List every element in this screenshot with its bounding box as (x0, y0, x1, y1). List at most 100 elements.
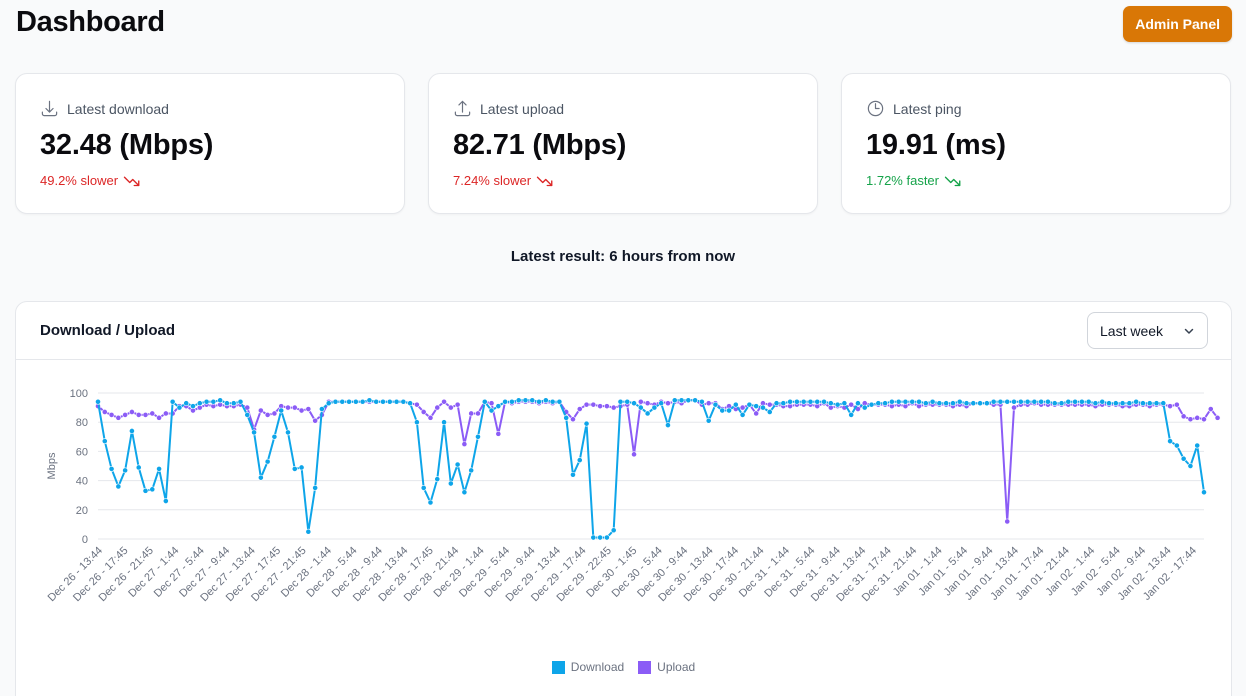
data-point-download (542, 397, 549, 404)
y-tick-label: 0 (82, 534, 88, 546)
data-point-download (149, 486, 156, 493)
data-point-upload (447, 404, 454, 411)
data-point-download (1092, 400, 1099, 407)
data-point-download (943, 400, 950, 407)
data-point-download (101, 438, 108, 445)
data-point-download (950, 400, 956, 407)
data-point-upload (468, 410, 475, 417)
data-point-download (441, 419, 447, 426)
legend-item-upload[interactable]: Upload (638, 660, 695, 674)
data-point-download (563, 414, 570, 421)
data-point-download (162, 498, 169, 504)
data-point-download (732, 401, 739, 408)
data-point-download (1167, 438, 1173, 445)
data-point-download (481, 398, 488, 405)
data-point-download (637, 404, 644, 411)
data-point-download (841, 400, 848, 407)
upload-icon (454, 100, 471, 117)
data-point-download (1173, 442, 1180, 449)
data-point-download (617, 398, 624, 405)
data-point-download (766, 409, 773, 415)
data-point-upload (597, 403, 604, 410)
data-point-download (1072, 398, 1078, 405)
stat-label: Latest ping (893, 100, 962, 117)
data-point-download (1011, 398, 1017, 405)
y-tick-label: 20 (76, 505, 88, 517)
legend-item-download[interactable]: Download (551, 660, 624, 674)
data-point-download (807, 398, 814, 405)
data-point-download (475, 433, 481, 440)
data-point-download (583, 420, 590, 427)
data-point-download (909, 398, 916, 405)
latest-result-text: Latest result: 6 hours from now (510, 248, 736, 265)
data-point-download (495, 403, 502, 410)
data-point-download (210, 398, 217, 405)
series-line-download (97, 399, 1205, 539)
data-point-download (468, 467, 475, 474)
data-point-download (651, 404, 658, 411)
data-point-download (135, 464, 142, 471)
trend-down-icon (944, 176, 961, 186)
data-point-upload (766, 401, 773, 408)
data-point-download (848, 412, 855, 418)
data-point-download (671, 397, 678, 404)
data-point-download (902, 398, 909, 405)
data-point-upload (149, 410, 156, 417)
data-point-upload (142, 412, 149, 418)
data-point-download (1133, 398, 1140, 405)
data-point-upload (305, 406, 312, 412)
data-point-download (305, 528, 312, 535)
data-point-download (298, 464, 305, 471)
admin-panel-button[interactable]: Admin Panel (1123, 6, 1232, 42)
data-point-download (95, 398, 101, 405)
data-point-download (644, 410, 651, 417)
data-point-upload (1180, 413, 1187, 420)
data-point-download (631, 400, 637, 407)
data-point-upload (257, 407, 264, 414)
page-title: Dashboard (16, 6, 165, 38)
data-point-download (1112, 400, 1119, 407)
data-point-download (190, 403, 196, 410)
data-point-download (1153, 400, 1160, 407)
stat-value: 19.91 (ms) (866, 129, 1006, 161)
data-point-download (698, 398, 705, 405)
data-point-download (325, 400, 332, 407)
data-point-upload (420, 409, 427, 415)
data-point-upload (298, 407, 305, 414)
data-point-upload (162, 410, 169, 417)
data-point-upload (264, 412, 271, 418)
data-point-upload (1201, 416, 1207, 423)
stat-card-upload: Latest upload 82.71 (Mbps) 7.24% slower (428, 73, 818, 214)
stat-change: 49.2% slower (40, 173, 141, 188)
data-point-download (685, 397, 692, 404)
data-point-download (1201, 489, 1207, 496)
data-point-download (760, 404, 766, 411)
data-point-upload (610, 404, 617, 411)
data-point-upload (739, 404, 746, 411)
data-point-download (373, 398, 380, 405)
data-point-download (1160, 400, 1167, 407)
data-point-download (624, 398, 631, 405)
data-point-download (929, 398, 936, 405)
data-point-download (549, 398, 556, 405)
data-point-upload (590, 401, 597, 408)
data-point-download (814, 398, 821, 405)
data-point-download (1078, 398, 1085, 405)
data-point-upload (705, 400, 712, 407)
data-point-download (536, 398, 542, 405)
data-point-download (868, 401, 875, 408)
data-point-download (115, 483, 122, 490)
data-point-upload (1011, 404, 1017, 411)
chart-legend: Download Upload (16, 660, 1231, 674)
data-point-upload (434, 404, 441, 411)
data-point-download (488, 407, 495, 414)
data-point-upload (101, 409, 108, 415)
data-point-download (1024, 398, 1031, 405)
data-point-upload (637, 398, 644, 405)
data-point-download (1065, 398, 1072, 405)
data-point-download (203, 398, 210, 405)
stat-value: 82.71 (Mbps) (453, 129, 627, 161)
range-select[interactable]: Last week (1087, 312, 1208, 349)
stat-change-text: 1.72% faster (866, 173, 939, 188)
